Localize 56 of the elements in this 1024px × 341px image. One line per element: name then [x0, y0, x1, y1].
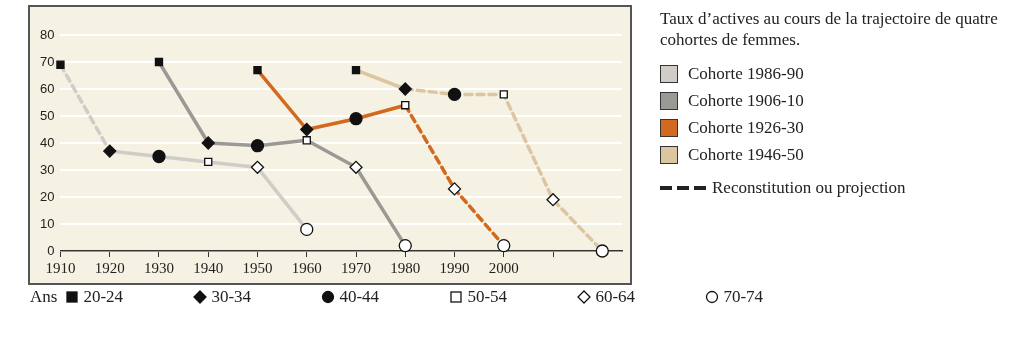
- y-tick-label: 30: [39, 161, 55, 177]
- y-tick-label: 80: [39, 26, 55, 42]
- x-tick-label: 1950: [242, 259, 273, 276]
- y-tick-label: 40: [39, 134, 55, 150]
- point: [250, 160, 265, 174]
- point: [497, 238, 511, 253]
- point: [401, 101, 410, 110]
- y-tick-label: 60: [39, 80, 55, 96]
- point: [154, 57, 164, 67]
- y-tick-label: 70: [39, 53, 55, 69]
- point: [349, 160, 363, 174]
- point: [398, 238, 412, 253]
- legend-label: 40-44: [339, 287, 380, 307]
- y-tick-label: 10: [39, 215, 55, 231]
- x-tick-label: 1930: [143, 259, 174, 276]
- legend-label: 30-34: [211, 287, 252, 307]
- x-tick-label: 1970: [341, 259, 372, 276]
- x-tick-label: 2000: [488, 259, 519, 276]
- point: [447, 87, 462, 102]
- point: [253, 65, 262, 75]
- legend-label: 60-64: [595, 287, 636, 307]
- point: [201, 136, 215, 150]
- legend-label: 70-74: [723, 287, 764, 307]
- point: [546, 193, 560, 207]
- x-tick-label: 1990: [439, 259, 470, 276]
- point: [204, 157, 213, 167]
- x-tick-label: 1940: [193, 259, 224, 276]
- legend-label: Cohorte 1906-10: [688, 90, 804, 111]
- legend-label: Cohorte 1946-50: [688, 144, 804, 165]
- point: [302, 136, 311, 145]
- text: Taux d’actives au cours de la trajectoire de quatre cohortes de femmes.: [660, 8, 999, 50]
- x-tick-label: 1980: [390, 259, 421, 276]
- point: [103, 144, 117, 158]
- legend-label: 20-24: [83, 287, 124, 307]
- point: [300, 222, 314, 237]
- point: [595, 244, 609, 258]
- x-tick-label: 1910: [45, 259, 76, 276]
- point: [56, 60, 65, 69]
- point: [152, 149, 166, 164]
- y-tick-label: 0: [47, 242, 55, 258]
- point: [499, 90, 508, 99]
- point: [349, 112, 363, 126]
- point: [300, 122, 314, 137]
- point: [351, 65, 361, 75]
- point: [447, 182, 462, 196]
- legend-label: 50-54: [467, 287, 508, 307]
- legend-label: Cohorte 1926-30: [688, 117, 804, 138]
- point: [250, 139, 265, 153]
- point: [398, 82, 412, 96]
- y-tick-label: 50: [39, 107, 55, 123]
- legend-label: Cohorte 1986-90: [688, 63, 804, 84]
- x-tick-label: 1960: [291, 259, 322, 276]
- x-tick-label: 1920: [94, 259, 125, 276]
- y-tick-label: 20: [39, 188, 55, 204]
- text: Reconstitution ou projection: [712, 177, 906, 198]
- legend-title: Ans: [30, 287, 58, 307]
